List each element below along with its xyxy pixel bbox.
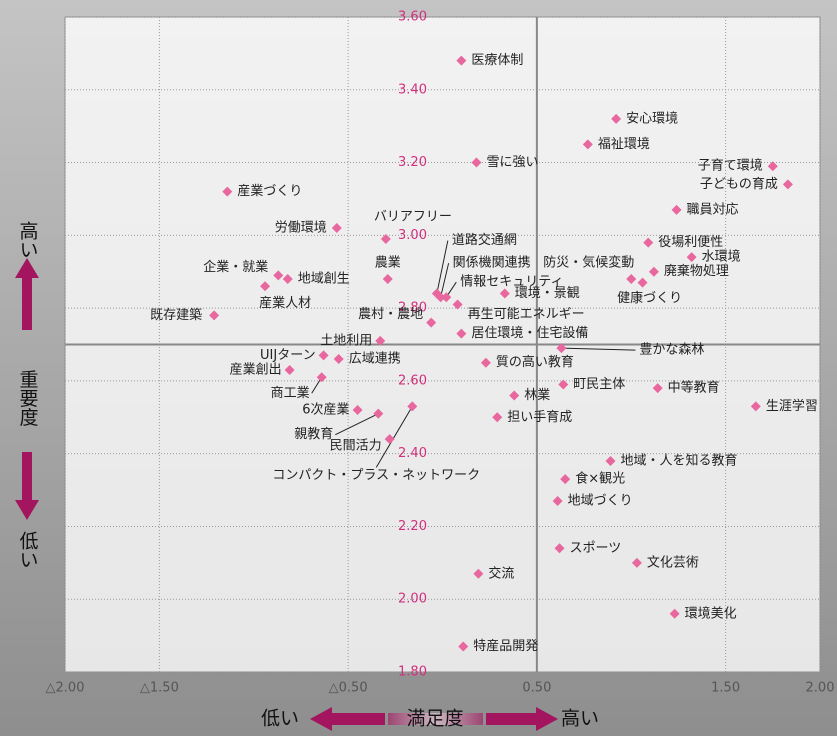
point-label: 環境・景観 bbox=[515, 286, 580, 301]
point-label: 農村・農地 bbox=[358, 307, 423, 322]
point-label: 防災・気候変動 bbox=[543, 255, 634, 271]
point-label: 親教育 bbox=[294, 426, 333, 442]
y-tick-label: 3.60 bbox=[398, 10, 427, 25]
chart: 3.603.403.203.002.802.602.402.202.001.80… bbox=[0, 0, 837, 736]
y-axis-title: 重要度 bbox=[17, 369, 39, 426]
point-label: 文化芸術 bbox=[647, 554, 699, 570]
point-label: 地域創生 bbox=[298, 272, 350, 287]
x-tick-label: △0.50 bbox=[329, 681, 368, 696]
point-label: 産業づくり bbox=[237, 183, 302, 199]
x-tick-label: △1.50 bbox=[140, 681, 179, 696]
point-label: 林業 bbox=[524, 387, 550, 403]
point-label: 関係機関連携 bbox=[453, 255, 531, 271]
y-tick-label: 3.00 bbox=[398, 228, 427, 243]
point-label: 農業 bbox=[375, 255, 401, 271]
x-tick-label: 0.50 bbox=[522, 681, 551, 696]
x-tick-label: 1.50 bbox=[711, 681, 740, 696]
point-label: 安心環境 bbox=[626, 111, 678, 126]
x-low-label: 低い bbox=[261, 708, 299, 730]
y-tick-label: 3.40 bbox=[398, 82, 427, 97]
point-label: 道路交通網 bbox=[452, 232, 517, 248]
y-tick-label: 1.80 bbox=[398, 665, 427, 680]
point-label: 地域づくり bbox=[568, 493, 633, 508]
y-high-label: 高い bbox=[17, 221, 39, 259]
point-label: 特産品開発 bbox=[473, 638, 538, 654]
point-label: 環境美化 bbox=[685, 606, 737, 621]
point-label: 土地利用 bbox=[320, 333, 372, 348]
point-label: 地域・人を知る教育 bbox=[620, 452, 737, 468]
point-label: 生涯学習 bbox=[766, 398, 818, 414]
point-label: バリアフリー bbox=[374, 209, 452, 224]
point-label: 役場利便性 bbox=[658, 235, 723, 250]
point-label: コンパクト・プラス・ネットワーク bbox=[272, 468, 480, 483]
point-label: 既存建築 bbox=[150, 308, 202, 323]
point-label: 民間活力 bbox=[330, 439, 382, 454]
point-label: 雪に強い bbox=[486, 155, 538, 170]
point-label: 中等教育 bbox=[668, 380, 720, 396]
point-label: 福祉環境 bbox=[598, 137, 650, 152]
point-label: 交流 bbox=[488, 565, 514, 581]
point-label: 質の高い教育 bbox=[496, 354, 574, 370]
point-label: 広域連携 bbox=[349, 351, 401, 367]
y-tick-label: 2.20 bbox=[398, 519, 427, 534]
point-label: 産業人材 bbox=[259, 295, 311, 311]
x-tick-label: 2.00 bbox=[806, 681, 835, 696]
point-label: 豊かな森林 bbox=[639, 343, 704, 358]
y-tick-label: 3.20 bbox=[398, 155, 427, 170]
point-label: スポーツ bbox=[570, 541, 622, 556]
point-label: 居住環境・住宅設備 bbox=[471, 325, 588, 341]
point-label: 町民主体 bbox=[573, 377, 625, 392]
point-label: 労働環境 bbox=[275, 221, 327, 236]
point-label: 6次産業 bbox=[302, 402, 349, 418]
point-label: 子どもの育成 bbox=[700, 176, 778, 192]
y-tick-label: 2.40 bbox=[398, 446, 427, 461]
x-axis-title: 満足度 bbox=[406, 708, 463, 730]
point-label: 医療体制 bbox=[471, 53, 523, 68]
point-label: 水環境 bbox=[702, 250, 741, 265]
point-label: 担い手育成 bbox=[507, 409, 572, 425]
point-label: 職員対応 bbox=[687, 202, 739, 217]
point-label: 子育て環境 bbox=[698, 158, 763, 174]
point-label: 健康づくり bbox=[617, 290, 682, 306]
y-tick-label: 2.00 bbox=[398, 592, 427, 607]
y-low-label: 低い bbox=[17, 531, 39, 569]
point-label: 商工業 bbox=[271, 385, 310, 401]
x-tick-label: △2.00 bbox=[46, 681, 85, 696]
x-high-label: 高い bbox=[561, 708, 599, 730]
point-label: UIJターン bbox=[260, 348, 316, 363]
point-label: 産業創出 bbox=[230, 361, 282, 377]
y-tick-label: 2.60 bbox=[398, 373, 427, 388]
point-label: 企業・就業 bbox=[203, 259, 268, 275]
point-label: 再生可能エネルギー bbox=[468, 307, 585, 322]
point-label: 食×観光 bbox=[575, 471, 625, 487]
point-label: 廃棄物処理 bbox=[664, 263, 729, 279]
